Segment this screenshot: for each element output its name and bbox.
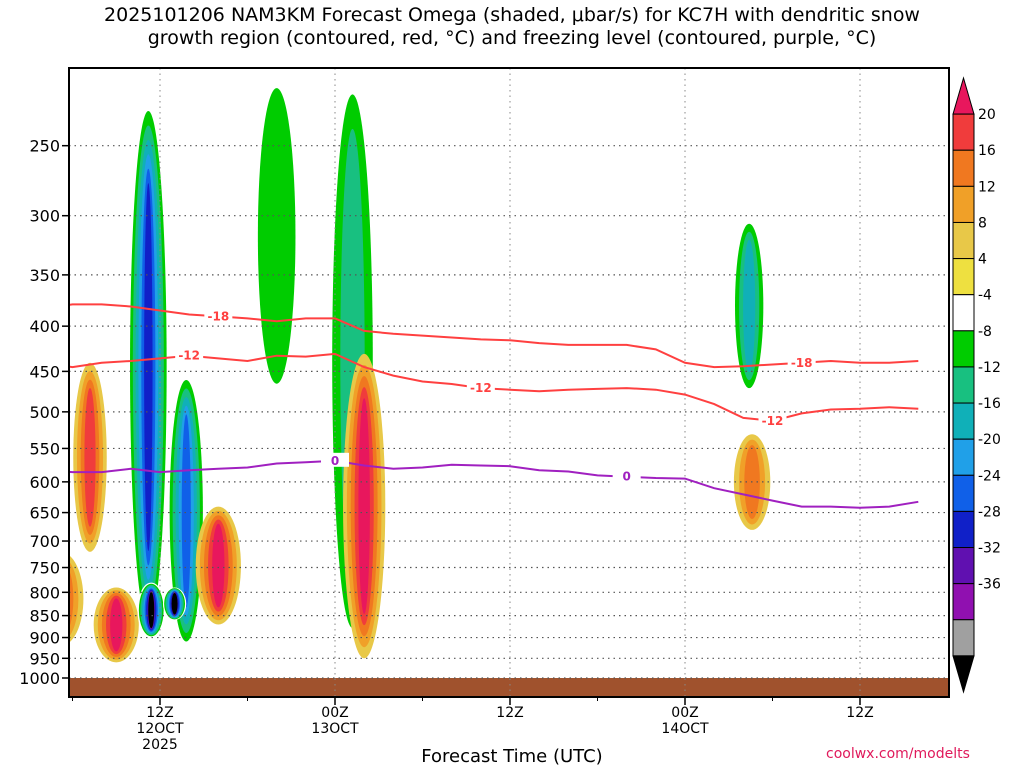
contour-label-bg-dgz_minus12-2 — [758, 412, 787, 427]
contour-freezing_level — [69, 459, 919, 509]
plot-frame — [68, 67, 950, 698]
ytick-label-900: 900 — [29, 629, 60, 648]
contour-label-bg-dgz_minus18-0 — [204, 308, 233, 323]
colorbar-swatch-13 — [952, 547, 975, 585]
colorbar-label-5: -4 — [978, 288, 992, 304]
xtick-label-1-1: 13OCT — [311, 721, 359, 737]
ytick-label-750: 750 — [29, 559, 60, 578]
xtick-label-1-0: 00Z — [321, 705, 348, 721]
ytick-label-250: 250 — [29, 137, 60, 156]
colorbar-swatch-5 — [952, 258, 975, 296]
colorbar-swatch-14 — [952, 583, 975, 621]
grid-lines — [69, 68, 949, 697]
colorbar-arrow-bottom — [952, 655, 975, 694]
contour-label-dgz_minus18-0: -18 — [207, 309, 229, 323]
contour-label-dgz_minus18-1: -18 — [791, 356, 813, 370]
colorbar-label-11: -28 — [978, 504, 1001, 520]
colorbar-swatch-11 — [952, 474, 975, 512]
y-axis: 250 300 350 400 450 500 550 600 650 700 750 800 850 9… — [19, 137, 69, 688]
ytick-label-300: 300 — [29, 207, 60, 226]
omega-cell-4-level-6 — [144, 183, 153, 551]
xtick-label-0-0: 12Z — [146, 705, 173, 721]
colorbar-label-12: -32 — [978, 541, 1001, 557]
omega-cell-7-level-8 — [171, 592, 178, 615]
contour-label-bg-freezing_level-1 — [321, 452, 349, 467]
omega-cell-6-level-5 — [181, 414, 191, 608]
ytick-label-1000: 1000 — [19, 669, 60, 688]
xtick-label-0-2: 2025 — [142, 737, 178, 753]
colorbar-swatch-12 — [952, 510, 975, 549]
colorbar-label-3: 8 — [978, 215, 987, 231]
xtick-label-2-0: 12Z — [496, 705, 523, 721]
contour-label-bg-freezing_level-2 — [612, 468, 641, 483]
ytick-label-600: 600 — [29, 473, 60, 492]
colorbar-swatch-8 — [952, 366, 975, 404]
colorbar-label-0: 20 — [978, 107, 996, 123]
ytick-label-700: 700 — [29, 532, 60, 551]
omega-cell-0-level-5 — [10, 436, 19, 617]
chart-title: 2025101206 NAM3KM Forecast Omega (shaded… — [104, 4, 920, 49]
colorbar-swatch-2 — [952, 149, 975, 187]
colorbar-label-7: -12 — [978, 360, 1001, 376]
colorbar-label-10: -24 — [978, 468, 1001, 484]
colorbar-swatch-7 — [952, 330, 975, 368]
contour-label-dgz_minus12-2: -12 — [762, 414, 784, 428]
colorbar-label-2: 12 — [978, 179, 996, 195]
omega-cell-3-level-4 — [110, 598, 123, 652]
contour-label-bg-dgz_minus18-1 — [787, 354, 816, 369]
contour-label-dgz_minus12-0: -12 — [178, 349, 200, 363]
ground-terrain — [69, 678, 949, 697]
colorbar-label-6: -8 — [978, 324, 992, 340]
omega-cell-0-level-4 — [7, 428, 22, 626]
omega-cell-8-level-4 — [212, 523, 225, 608]
omega-cell-12-level-3 — [743, 239, 756, 373]
omega-cell-9-level-1 — [257, 88, 296, 384]
colorbar-swatch-10 — [952, 438, 975, 476]
colorbar-swatch-3 — [952, 185, 975, 223]
colorbar-arrow-top — [952, 76, 975, 115]
contour-label-bg-dgz_minus12-1 — [466, 380, 495, 395]
contour-label-dgz_minus12-1: -12 — [470, 381, 492, 395]
omega-cell-0-level-3 — [4, 420, 25, 634]
colorbar-label-1: 16 — [978, 143, 996, 159]
xtick-label-3-1: 14OCT — [661, 721, 709, 737]
x-axis-label: Forecast Time (UTC) — [421, 746, 603, 767]
omega-cell-0-level-1 — [0, 404, 31, 650]
colorbar-swatch-4 — [952, 221, 975, 260]
colorbar-label-4: 4 — [978, 252, 987, 268]
ytick-label-350: 350 — [29, 266, 60, 285]
ytick-label-500: 500 — [29, 403, 60, 422]
colorbar-label-9: -20 — [978, 432, 1001, 448]
xtick-label-4-0: 12Z — [846, 705, 873, 721]
ytick-label-550: 550 — [29, 439, 60, 458]
ytick-label-800: 800 — [29, 583, 60, 602]
colorbar-swatch-6 — [952, 294, 975, 332]
omega-cell-1-level-2 — [69, 569, 74, 629]
colorbar-swatch-9 — [952, 402, 975, 440]
ytick-label-650: 650 — [29, 504, 60, 523]
colorbar-swatch-1 — [952, 113, 975, 151]
ytick-label-950: 950 — [29, 649, 60, 668]
xtick-label-3-0: 00Z — [671, 705, 698, 721]
ytick-label-450: 450 — [29, 362, 60, 381]
omega-cell-2-level-3 — [84, 387, 96, 527]
colorbar-label-8: -16 — [978, 396, 1001, 412]
contour-label-freezing_level-1: 0 — [331, 454, 339, 468]
contour-dgz_minus18 — [69, 303, 919, 369]
omega-cell-11-level-4 — [358, 398, 370, 615]
colorbar-label-13: -36 — [978, 577, 1001, 593]
omega-cell-5-level-8 — [148, 591, 155, 629]
ytick-label-400: 400 — [29, 317, 60, 336]
colorbar-swatch-15 — [952, 619, 975, 657]
colorbar: 20 16 12 8 4 -4 -8 -12 -16 -20 -24 -28 -32 -36 — [952, 76, 1001, 694]
omega-cell-0-level-2 — [1, 412, 28, 642]
contour-label-bg-dgz_minus12-0 — [175, 347, 204, 362]
xtick-label-0-1: 12OCT — [136, 721, 184, 737]
ytick-label-850: 850 — [29, 607, 60, 626]
contour-label-freezing_level-2: 0 — [622, 470, 630, 484]
credit-text: coolwx.com/modelts — [826, 746, 970, 762]
